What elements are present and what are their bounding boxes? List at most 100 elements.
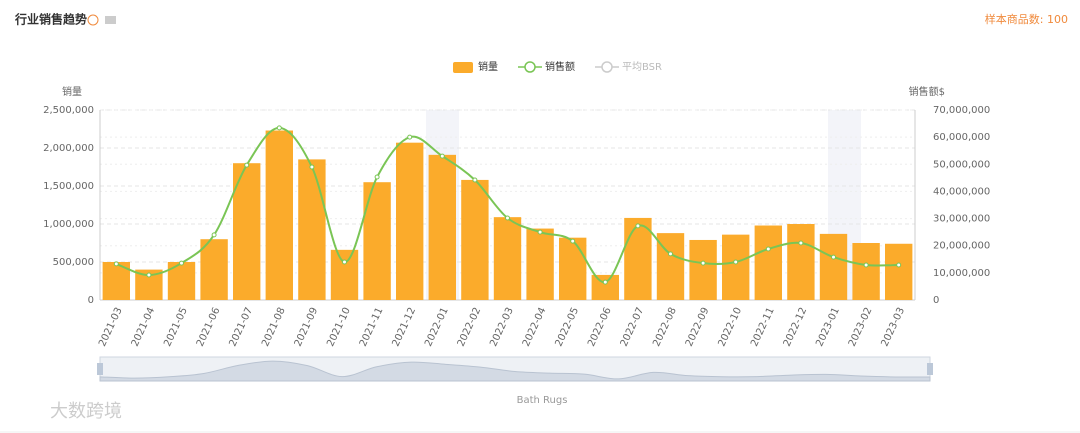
bar (885, 243, 913, 300)
video-icon[interactable] (105, 16, 116, 24)
point (374, 174, 380, 180)
x-tick-label: 2021-06 (195, 306, 223, 349)
x-tick-label: 2022-02 (456, 306, 484, 349)
y-tick-label: 0 (88, 295, 94, 306)
point (896, 262, 902, 268)
x-tick-label: 2021-11 (358, 306, 386, 349)
bar (330, 249, 359, 300)
point (113, 261, 119, 267)
x-tick-label: 2021-10 (325, 306, 353, 349)
y-tick-label: 500,000 (53, 257, 94, 268)
point (733, 259, 739, 265)
x-tick-label: 2022-10 (717, 306, 745, 349)
point (765, 246, 771, 252)
bar (722, 234, 750, 300)
legend-label: 销量 (478, 60, 498, 73)
y2-tick-label: 60,000,000 (933, 132, 990, 143)
point (179, 260, 184, 266)
x-tick-label: 2023-01 (814, 306, 842, 349)
bar (526, 228, 554, 300)
point (831, 254, 836, 260)
point (472, 177, 478, 183)
bar (396, 142, 424, 300)
legend-label: 销售额 (545, 60, 575, 73)
bar (689, 239, 717, 300)
x-tick-label: 2021-07 (228, 306, 256, 349)
y2-axis-label: 销售额$ (909, 85, 945, 98)
bar (298, 159, 326, 300)
zoom-preview (99, 360, 931, 382)
point (342, 259, 347, 265)
x-tick-label: 2022-06 (586, 306, 614, 349)
legend-swatch (524, 61, 536, 73)
y-tick-label: 1,000,000 (43, 219, 94, 230)
x-tick-label: 2022-01 (423, 306, 451, 349)
help-icon[interactable] (87, 14, 99, 26)
point (602, 279, 608, 285)
point (309, 164, 315, 170)
y-tick-label: 1,500,000 (43, 181, 94, 192)
point (407, 134, 413, 140)
panel-title: 行业销售趋势 (14, 12, 87, 27)
point (668, 251, 673, 257)
x-tick-label: 2023-02 (847, 306, 875, 349)
bar (819, 233, 848, 300)
y2-tick-label: 70,000,000 (933, 105, 990, 116)
bar (591, 274, 619, 300)
x-tick-label: 2023-03 (880, 306, 908, 349)
bar (787, 224, 815, 300)
point (537, 229, 543, 235)
point (244, 162, 250, 168)
x-tick-label: 2022-03 (488, 306, 516, 349)
point (635, 223, 641, 229)
point (211, 232, 217, 238)
x-tick-label: 2022-08 (651, 306, 679, 349)
legend-label: 平均BSR (622, 61, 662, 73)
bar (363, 182, 391, 300)
legend-item[interactable]: 销量 (453, 60, 498, 73)
sample-count: 样本商品数: 100 (985, 12, 1068, 26)
y-axis-label: 销量 (62, 85, 82, 98)
legend-swatch (601, 61, 613, 73)
bar (493, 217, 522, 300)
bar (559, 237, 587, 300)
y2-tick-label: 40,000,000 (933, 186, 990, 197)
point (439, 153, 445, 159)
y2-tick-label: 50,000,000 (933, 159, 990, 170)
point (700, 260, 706, 266)
legend-swatch (453, 62, 473, 73)
x-tick-label: 2022-12 (782, 306, 810, 349)
y2-tick-label: 10,000,000 (933, 268, 990, 279)
y2-tick-label: 20,000,000 (933, 241, 990, 252)
zoom-handle[interactable] (927, 363, 933, 375)
zoom-handle[interactable] (97, 363, 103, 375)
legend-item[interactable]: 平均BSR (595, 61, 662, 73)
bar (461, 179, 489, 300)
point (863, 262, 869, 268)
x-tick-label: 2022-07 (619, 306, 647, 349)
bar (200, 239, 228, 300)
point (570, 238, 576, 244)
point (505, 215, 510, 221)
y2-tick-label: 0 (933, 295, 939, 306)
legend-item[interactable]: 销售额 (518, 60, 575, 73)
watermark: 大数跨境 (50, 401, 122, 422)
bar (754, 225, 782, 300)
x-tick-label: 2021-09 (293, 306, 321, 349)
x-tick-label: 2022-11 (749, 306, 777, 349)
bar (624, 217, 652, 300)
point (146, 272, 152, 278)
x-tick-label: 2022-04 (521, 306, 549, 349)
point (276, 125, 282, 131)
x-tick-label: 2022-09 (684, 306, 712, 349)
point (798, 240, 804, 246)
bar (428, 154, 456, 300)
x-tick-label: 2021-04 (130, 306, 158, 349)
x-tick-label: 2021-03 (97, 306, 125, 349)
x-tick-label: 2022-05 (554, 306, 582, 349)
y-tick-label: 2,500,000 (43, 105, 94, 116)
x-tick-label: 2021-08 (260, 306, 288, 349)
y-tick-label: 2,000,000 (43, 143, 94, 154)
zoom-label: Bath Rugs (517, 395, 568, 406)
